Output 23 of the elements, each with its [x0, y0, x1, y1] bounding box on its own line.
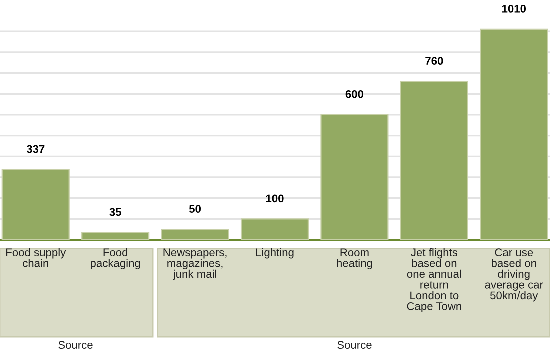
data-label: 35: [110, 208, 122, 216]
bar: [400, 81, 468, 240]
x-tick-label: Room heating: [337, 248, 372, 270]
bar: [240, 218, 310, 240]
text: Source: [338, 341, 372, 350]
x-tick-label: Lighting: [256, 248, 294, 259]
text: Source: [58, 341, 93, 350]
data-label: 50: [189, 205, 202, 214]
data-label: 1010: [502, 5, 526, 13]
bar: [82, 232, 150, 240]
bar: [2, 169, 70, 240]
bar: [480, 28, 548, 240]
data-label: 760: [426, 57, 444, 65]
data-label: 337: [26, 145, 45, 154]
bar: [161, 229, 230, 240]
bar: [320, 114, 389, 240]
x-tick-label: Food packaging: [90, 248, 140, 270]
x-tick-label: Food supply chain: [6, 248, 66, 268]
x-tick-label: Car use based on driving average car 50km/day: [485, 248, 544, 302]
data-label: 600: [346, 90, 364, 98]
x-tick-label: Jet flights based on one annual return London to Cape Town: [407, 248, 462, 313]
data-label: 100: [266, 194, 284, 203]
x-tick-label: Newspapers, magazines, junk mail: [164, 248, 227, 280]
